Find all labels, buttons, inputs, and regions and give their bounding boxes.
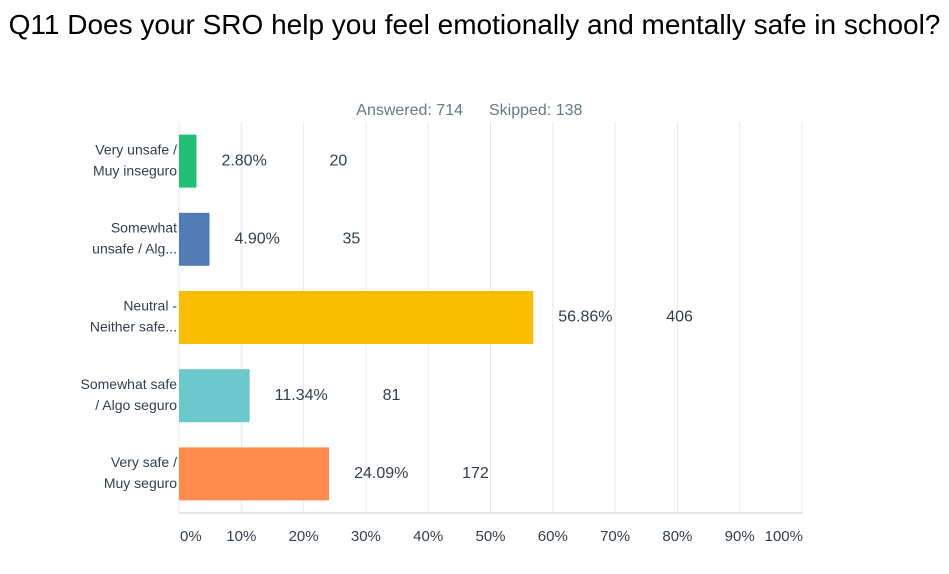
category-label: Very unsafe /: [95, 141, 177, 157]
category-label: Muy seguro: [104, 475, 177, 491]
category-label: unsafe / Alg...: [92, 241, 177, 257]
value-label: 2.80%: [221, 152, 266, 169]
skipped: Skipped: 138: [489, 102, 583, 119]
x-tick-label: 50%: [475, 528, 505, 545]
category-label: Neutral -: [123, 298, 177, 314]
x-tick-label: 20%: [289, 528, 319, 545]
x-tick-label: 40%: [413, 528, 443, 545]
category-label: Somewhat: [111, 220, 177, 236]
count-label: 35: [343, 231, 361, 248]
x-tick-label: 0%: [180, 528, 202, 545]
x-tick-label: 80%: [662, 528, 692, 545]
x-tick-label: 60%: [538, 528, 568, 545]
count-label: 172: [462, 465, 489, 482]
value-label: 56.86%: [558, 309, 612, 326]
x-tick-label: 100%: [765, 528, 803, 545]
category-label: Very safe /: [111, 454, 177, 470]
count-label: 20: [329, 152, 347, 169]
bar: [179, 291, 534, 344]
x-tick-label: 90%: [725, 528, 755, 545]
bar: [179, 369, 250, 423]
bar: [179, 447, 330, 501]
bar: [179, 212, 210, 266]
bar: [179, 134, 197, 188]
count-label: 406: [666, 309, 693, 326]
category-label: Muy inseguro: [93, 162, 177, 178]
category-label: / Algo seguro: [95, 397, 177, 413]
answered: Answered: 714: [356, 102, 463, 119]
x-tick-label: 10%: [226, 528, 256, 545]
value-label: 24.09%: [354, 465, 408, 482]
category-label: Somewhat safe: [81, 376, 178, 392]
value-label: 4.90%: [235, 231, 280, 248]
x-tick-label: 70%: [600, 528, 630, 545]
count-label: 81: [383, 387, 401, 404]
chart-title: Q11 Does your SRO help you feel emotiona…: [8, 9, 941, 40]
value-label: 11.34%: [275, 387, 328, 404]
x-tick-label: 30%: [351, 528, 381, 545]
category-label: Neither safe...: [90, 319, 177, 335]
